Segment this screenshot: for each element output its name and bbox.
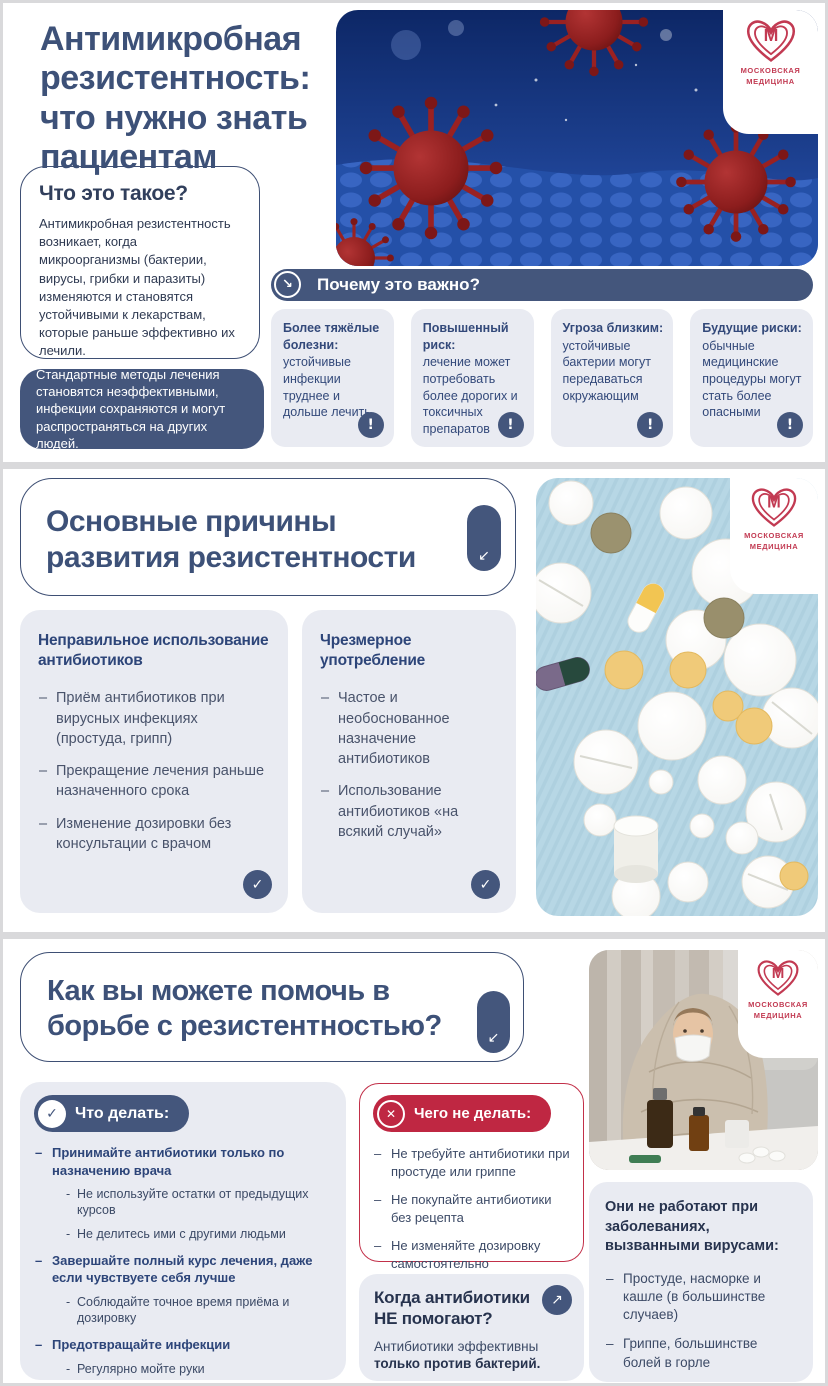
risk-card: Будущие риски: обычные медицинские процед… — [690, 309, 813, 447]
causes-title: Основные причины развития резистентности — [46, 505, 416, 574]
sub-list-item: Не используйте остатки от предыдущих кур… — [65, 1186, 332, 1219]
svg-text:М: М — [767, 494, 781, 512]
page-title: Антимикробная резистентность: что нужно … — [40, 20, 311, 177]
risk-card: Более тяжёлые болезни: устойчивые инфекци… — [271, 309, 394, 447]
panel-intro: Антимикробная резистентность: что нужно … — [3, 3, 825, 462]
arrow-up-right-icon: ↗ — [542, 1285, 572, 1315]
check-icon: ✓ — [471, 870, 500, 899]
brand-logo: М МОСКОВСКАЯ МЕДИЦИНА — [723, 10, 818, 134]
list-item: Не требуйте антибиотики при простуде или… — [373, 1145, 570, 1180]
list-item: Частое и необоснованное назначение антиб… — [320, 688, 498, 769]
list-item: Завершайте полный курс лечения, даже есл… — [34, 1252, 332, 1327]
when-not-help-note: Антибиотики эффективны только против бак… — [374, 1338, 541, 1372]
list-item: Прекращение лечения раньше назначенного … — [38, 761, 270, 802]
causes-title-box: Основные причины развития резистентности… — [20, 478, 516, 596]
brand-name: МОСКОВСКАЯ МЕДИЦИНА — [748, 1000, 808, 1020]
exclamation-icon: ! — [497, 412, 524, 438]
what-to-do-list: Принимайте антибиотики только по назначе… — [34, 1144, 332, 1386]
brand-logo: М МОСКОВСКАЯ МЕДИЦИНА — [730, 478, 818, 594]
brand-name: МОСКОВСКАЯ МЕДИЦИНА — [744, 531, 804, 551]
what-not-to-do-card: ✕ Чего не делать: Не требуйте антибиотик… — [359, 1083, 584, 1271]
virus-diseases-card: Они не работают при заболеваниях, вызван… — [589, 1182, 813, 1382]
sub-list-item: Регулярно мойте руки — [65, 1361, 332, 1378]
arrow-down-left-icon: ↙ — [467, 505, 501, 571]
risk-cards: Более тяжёлые болезни: устойчивые инфекци… — [271, 309, 813, 447]
exclamation-icon: ! — [357, 412, 384, 438]
list-item: Принимайте антибиотики только по назначе… — [34, 1144, 332, 1242]
sub-list-item: Не делитесь ими с другими людьми — [65, 1226, 332, 1243]
check-icon: ✓ — [243, 870, 272, 899]
sub-list-item: Соблюдайте точное время приёма и дозиров… — [65, 1294, 332, 1327]
list-item: Использование антибиотиков «на всякий сл… — [320, 781, 498, 842]
standard-methods-note: Стандартные методы лечения становятся не… — [20, 367, 264, 451]
why-important-header: ↘ Почему это важно? — [271, 269, 813, 301]
panel-causes: Основные причины развития резистентности… — [3, 469, 825, 932]
cause-list: Приём антибиотиков при вирусных инфекция… — [38, 688, 270, 854]
svg-text:М: М — [763, 25, 778, 45]
panel-help: Как вы можете помочь в борьбе с резистен… — [3, 939, 825, 1386]
exclamation-icon: ! — [777, 412, 803, 438]
what-to-do-card: ✓ Что делать: Принимайте антибиотики тол… — [20, 1082, 346, 1386]
what-to-do-header: ✓ Что делать: — [34, 1095, 190, 1132]
exclamation-icon: ! — [637, 412, 664, 438]
cause-card-misuse: Неправильное использование антибиотиков … — [20, 610, 288, 913]
when-not-help-card: Когда антибиотики НЕ помогают? ↗ Антибио… — [359, 1274, 584, 1381]
svg-text:М: М — [772, 965, 785, 982]
list-item: Не изменяйте дозировку самостоятельно — [373, 1237, 570, 1272]
what-not-to-do-list: Не требуйте антибиотики при простуде или… — [373, 1145, 570, 1272]
cross-icon: ✕ — [377, 1099, 405, 1128]
risk-card: Угроза близким: устойчивые бактерии могут… — [550, 309, 674, 447]
brand-logo: М МОСКОВСКАЯ МЕДИЦИНА — [738, 950, 818, 1058]
heart-monogram-icon: М — [751, 488, 797, 527]
check-icon: ✓ — [38, 1099, 66, 1128]
heart-monogram-icon: М — [757, 960, 799, 996]
virus-image: М МОСКОВСКАЯ МЕДИЦИНА — [336, 10, 818, 266]
what-not-to-do-header: ✕ Чего не делать: — [373, 1095, 552, 1132]
pills-image: М МОСКОВСКАЯ МЕДИЦИНА — [536, 478, 818, 916]
arrow-down-right-icon: ↘ — [274, 271, 301, 298]
sick-patient-image: М МОСКОВСКАЯ МЕДИЦИНА — [589, 950, 818, 1170]
sick-patient-illustration — [589, 950, 818, 1170]
cause-card-overuse: Чрезмерное употребление Частое и необосн… — [302, 610, 516, 913]
virus-diseases-list: Простуде, насморке и кашле (в большинств… — [605, 1270, 797, 1372]
arrow-down-left-icon: ↙ — [477, 991, 510, 1053]
cause-list: Частое и необоснованное назначение антиб… — [320, 688, 498, 842]
help-title: Как вы можете помочь в борьбе с резистен… — [47, 975, 442, 1042]
list-item: Простуде, насморке и кашле (в большинств… — [605, 1270, 797, 1325]
list-item: Приём антибиотиков при вирусных инфекция… — [38, 688, 270, 749]
heart-monogram-icon: М — [746, 20, 795, 62]
list-item: Гриппе, большинстве болей в горле — [605, 1335, 797, 1371]
list-item: Не покупайте антибиотики без рецепта — [373, 1191, 570, 1226]
what-is-it-title: Что это такое? — [39, 182, 188, 205]
brand-name: МОСКОВСКАЯ МЕДИЦИНА — [740, 66, 801, 86]
list-item: Изменение дозировки без консультации с в… — [38, 814, 270, 855]
risk-card: Повышенный риск: лечение может потребоват… — [410, 309, 534, 447]
what-is-it-text: Антимикробная резистентность возникает, … — [39, 216, 235, 359]
why-important-label: Почему это важно? — [317, 275, 480, 294]
what-is-it-box: Что это такое? Антимикробная резистентно… — [20, 166, 260, 359]
help-title-box: Как вы можете помочь в борьбе с резистен… — [20, 952, 524, 1062]
list-item: Предотвращайте инфекции Регулярно мойте … — [34, 1336, 332, 1386]
